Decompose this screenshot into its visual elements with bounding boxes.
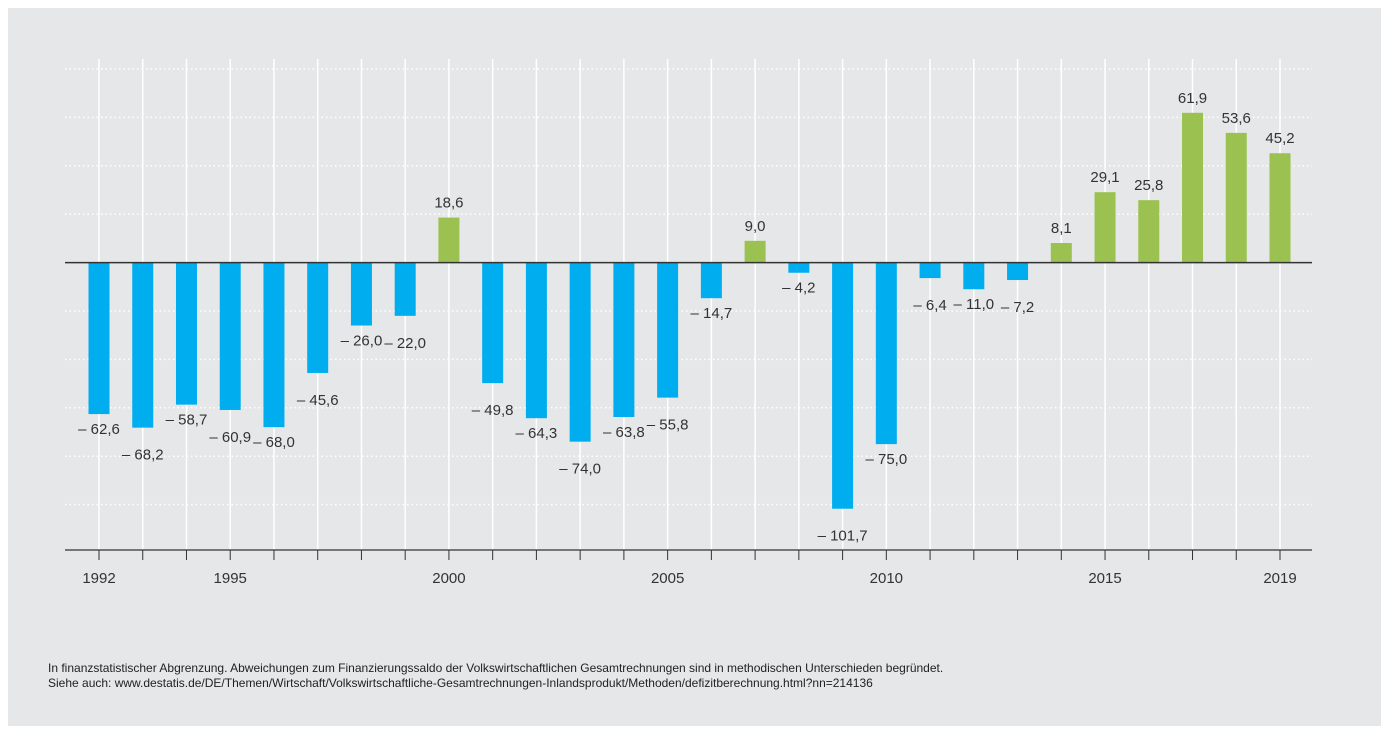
value-label: – 7,2	[1001, 299, 1034, 316]
bar	[832, 262, 854, 509]
value-label: – 62,6	[78, 421, 120, 438]
bar	[700, 262, 722, 299]
bar	[875, 262, 897, 445]
value-label: – 6,4	[913, 297, 946, 314]
x-tick-label: 1995	[214, 570, 247, 587]
value-label: 8,1	[1051, 220, 1072, 237]
bar	[263, 262, 285, 428]
value-label: – 22,0	[384, 335, 426, 352]
value-label: – 68,0	[253, 434, 295, 451]
value-label: – 58,7	[166, 412, 208, 429]
value-label: – 55,8	[647, 417, 689, 434]
bar	[307, 262, 329, 373]
value-label: 45,2	[1265, 130, 1294, 147]
bar	[569, 262, 591, 442]
value-label: 9,0	[745, 218, 766, 235]
x-tick-label: 2010	[870, 570, 903, 587]
value-label: 29,1	[1090, 169, 1119, 186]
bar	[1094, 192, 1116, 263]
bar	[963, 262, 985, 290]
value-label: – 4,2	[782, 280, 815, 297]
bar	[657, 262, 679, 398]
value-label: – 75,0	[865, 451, 907, 468]
bar	[132, 262, 154, 428]
value-label: – 68,2	[122, 447, 164, 464]
x-tick-label: 2019	[1263, 570, 1296, 587]
bar	[438, 217, 460, 263]
value-label: – 14,7	[691, 305, 733, 322]
value-label: – 45,6	[297, 392, 339, 409]
value-label: – 11,0	[954, 296, 995, 313]
value-label: 53,6	[1222, 110, 1251, 127]
value-label: 18,6	[434, 195, 463, 212]
bar	[788, 262, 810, 273]
bar	[88, 262, 110, 415]
bar	[1007, 262, 1029, 281]
bar	[1138, 200, 1160, 263]
panel-background	[8, 8, 1381, 726]
bar	[350, 262, 372, 326]
footnote: Siehe auch: www.destatis.de/DE/Themen/Wi…	[48, 676, 873, 690]
bar	[1182, 112, 1204, 263]
bar	[613, 262, 635, 417]
value-label: – 101,7	[818, 528, 868, 545]
value-label: 25,8	[1134, 177, 1163, 194]
bar	[482, 262, 504, 384]
value-label: – 63,8	[603, 424, 645, 441]
bar	[744, 240, 766, 263]
value-label: – 60,9	[209, 429, 251, 446]
x-tick-label: 1992	[82, 570, 115, 587]
bar	[525, 262, 547, 419]
x-tick-label: 2015	[1088, 570, 1121, 587]
x-tick-label: 2005	[651, 570, 684, 587]
value-label: – 26,0	[341, 332, 383, 349]
value-label: – 64,3	[516, 425, 558, 442]
footnote: In finanzstatistischer Abgrenzung. Abwei…	[48, 661, 943, 675]
bar	[394, 262, 416, 316]
bar	[175, 262, 197, 405]
value-label: – 49,8	[472, 402, 514, 419]
bar	[1050, 242, 1072, 263]
x-tick-label: 2000	[432, 570, 465, 587]
value-label: – 74,0	[559, 461, 601, 478]
bar	[1269, 153, 1291, 263]
bar	[919, 262, 941, 279]
bar	[1225, 132, 1247, 263]
bar	[219, 262, 241, 410]
value-label: 61,9	[1178, 90, 1207, 107]
